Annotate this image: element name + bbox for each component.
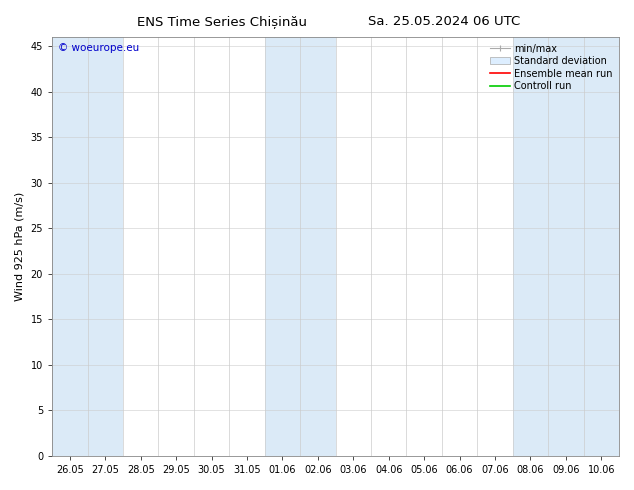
Legend: min/max, Standard deviation, Ensemble mean run, Controll run: min/max, Standard deviation, Ensemble me… (488, 42, 614, 93)
Bar (52, 37, 87, 456)
Text: ENS Time Series Chișinău: ENS Time Series Chișinău (137, 15, 307, 28)
Bar (300, 37, 335, 456)
Text: Sa. 25.05.2024 06 UTC: Sa. 25.05.2024 06 UTC (368, 15, 520, 28)
Bar (264, 37, 300, 456)
Bar (87, 37, 123, 456)
Y-axis label: Wind 925 hPa (m/s): Wind 925 hPa (m/s) (15, 192, 25, 301)
Bar (583, 37, 619, 456)
Bar (513, 37, 548, 456)
Bar (548, 37, 583, 456)
Text: © woeurope.eu: © woeurope.eu (58, 43, 139, 53)
